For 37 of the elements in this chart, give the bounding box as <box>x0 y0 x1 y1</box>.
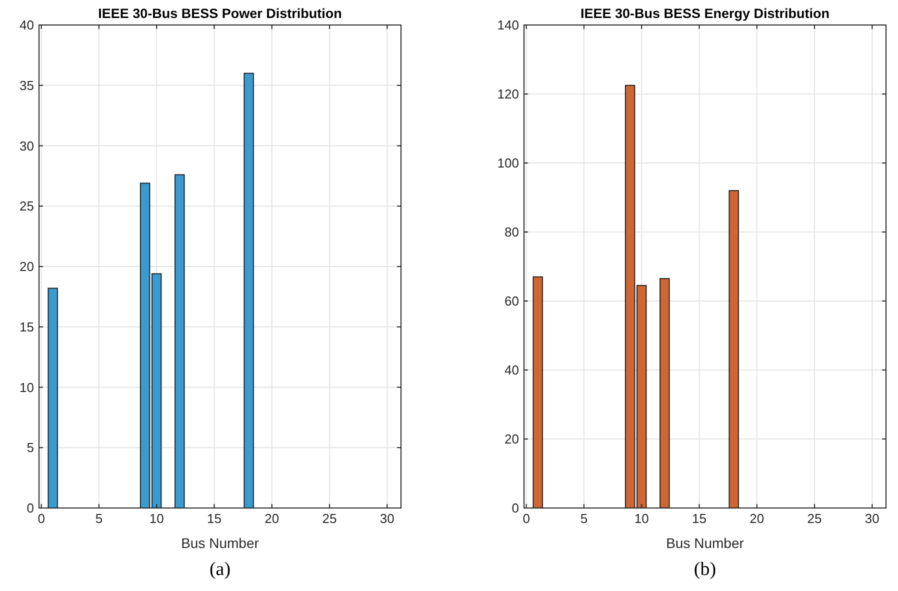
y-tick-label: 20 <box>20 259 34 274</box>
y-tick-label: 120 <box>497 86 519 102</box>
x-tick-label: 15 <box>207 511 222 526</box>
y-tick-label: 20 <box>504 432 519 446</box>
x-axis-title: Bus Number <box>181 535 260 551</box>
y-tick-label: 40 <box>20 18 34 32</box>
y-tick-label: 40 <box>504 362 519 378</box>
chart-title: IEEE 30-Bus BESS Energy Distribution <box>580 6 830 21</box>
y-tick-label: 140 <box>497 18 519 32</box>
y-tick-label: 80 <box>504 224 519 240</box>
y-tick-label: 0 <box>26 500 34 516</box>
x-tick-label: 10 <box>634 511 649 526</box>
text: (a) <box>209 559 231 580</box>
x-tick-label: 30 <box>380 511 394 526</box>
text: (b) <box>694 559 716 580</box>
x-tick-label: 30 <box>864 511 880 526</box>
x-axis-title: Bus Number <box>666 535 744 551</box>
x-tick-label: 5 <box>95 511 103 526</box>
y-tick-label: 25 <box>20 198 34 214</box>
x-tick-label: 10 <box>149 511 164 526</box>
y-tick-label: 10 <box>20 380 34 395</box>
y-tick-label: 5 <box>26 440 34 456</box>
y-tick-label: 30 <box>20 138 34 154</box>
y-tick-label: 100 <box>497 156 519 170</box>
y-tick-label: 15 <box>20 319 34 334</box>
x-tick-label: 0 <box>522 511 530 526</box>
x-tick-label: 15 <box>692 511 706 526</box>
y-tick-label: 0 <box>512 500 519 516</box>
x-tick-label: 5 <box>580 511 588 526</box>
x-tick-label: 0 <box>38 511 45 526</box>
x-tick-label: 20 <box>264 511 280 526</box>
x-tick-label: 25 <box>807 511 822 526</box>
y-tick-label: 35 <box>20 78 34 93</box>
x-tick-label: 20 <box>750 511 764 526</box>
y-tick-label: 60 <box>504 294 519 308</box>
chart-title: IEEE 30-Bus BESS Power Distribution <box>98 6 342 21</box>
x-tick-label: 25 <box>322 511 337 526</box>
